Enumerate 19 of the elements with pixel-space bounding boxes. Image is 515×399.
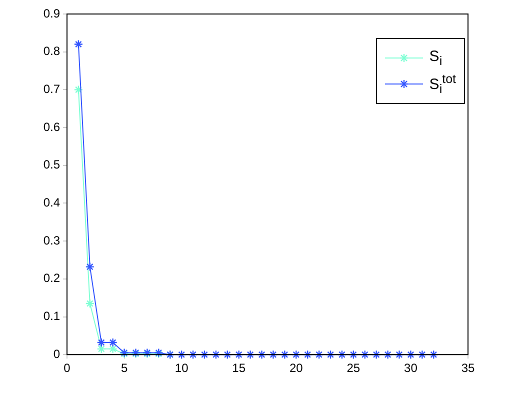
x-tick-label: 10 — [174, 361, 189, 376]
y-tick-label: 0.4 — [43, 196, 60, 210]
legend-label: S$_{i}$ — [429, 48, 442, 68]
y-tick-label: 0.8 — [43, 44, 60, 58]
y-tick-label: 0.2 — [43, 271, 60, 286]
y-tick-label: 0.1 — [43, 309, 60, 324]
x-tick-label: 30 — [404, 361, 418, 376]
x-tick-label: 20 — [289, 361, 304, 376]
y-tick-label: 0 — [53, 346, 60, 361]
y-tick-label: 0.7 — [43, 82, 60, 96]
x-tick-label: 15 — [232, 361, 246, 376]
x-tick-label: 0 — [64, 361, 71, 376]
y-tick-label: 0.5 — [43, 158, 60, 172]
y-tick-label: 0.3 — [43, 233, 60, 248]
x-tick-label: 5 — [120, 361, 128, 376]
y-tick-label: 0.6 — [43, 120, 60, 134]
y-tick-label: 0.9 — [43, 6, 60, 20]
x-tick-label: 35 — [461, 361, 475, 376]
x-tick-label: 25 — [346, 361, 360, 376]
